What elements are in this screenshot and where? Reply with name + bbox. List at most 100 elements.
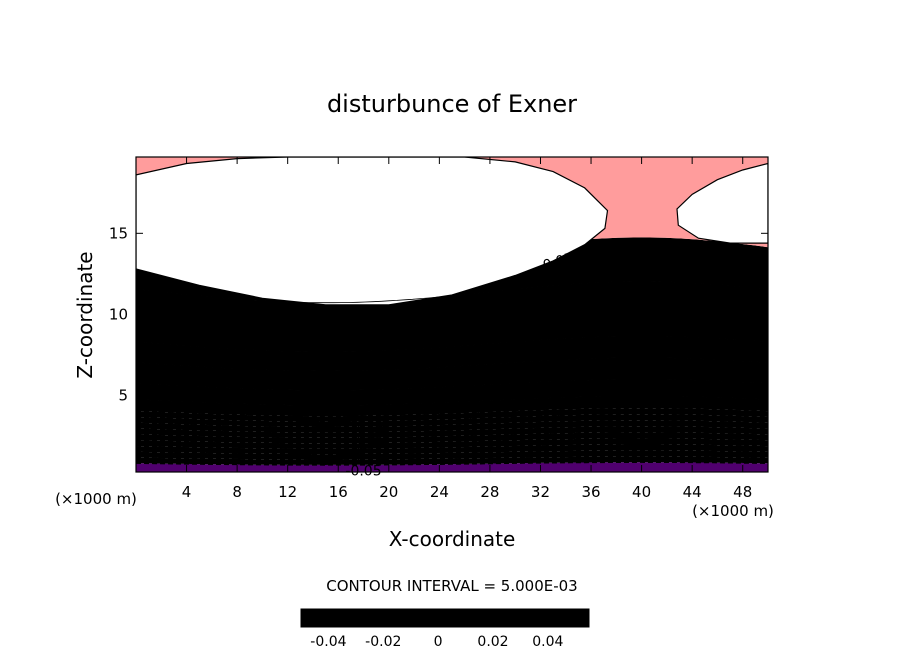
colorbar-swatch — [405, 609, 410, 627]
colorbar-tick-labels: -0.04 -0.02 0 0.02 0.04 — [310, 634, 563, 650]
contour-band — [136, 368, 768, 391]
colorbar-swatch — [557, 609, 562, 627]
colorbar-swatch — [541, 609, 546, 627]
colorbar-swatch — [561, 609, 566, 627]
colorbar-swatch — [309, 609, 314, 627]
contour-line — [136, 413, 768, 423]
chart-title: disturbunce of Exner — [327, 90, 577, 118]
colorbar-swatch — [521, 609, 526, 627]
colorbar-swatch — [333, 609, 338, 627]
contour-band — [136, 450, 768, 460]
contour-band — [136, 346, 768, 371]
colorbar-swatch — [301, 609, 306, 627]
contour-line — [136, 461, 768, 466]
contour-band — [136, 281, 768, 343]
colorbar-swatch — [497, 609, 502, 627]
contour-line — [136, 407, 768, 417]
blank-region-left — [136, 157, 609, 306]
contour-band — [136, 444, 768, 455]
colorbar-swatch — [445, 609, 450, 627]
contour-lines — [136, 280, 768, 466]
colorbar-swatch — [349, 609, 354, 627]
x-tick-label: 40 — [632, 483, 651, 501]
x-unit-left: (×1000 m) — [55, 490, 137, 508]
x-tick-label: 12 — [278, 483, 297, 501]
colorbar-swatch — [337, 609, 342, 627]
colorbar-swatch — [533, 609, 538, 627]
contour-band — [136, 336, 768, 362]
x-tick-label: 8 — [232, 483, 242, 501]
colorbar-swatch — [425, 609, 430, 627]
contour-band — [136, 426, 768, 438]
colorbar-swatch — [465, 609, 470, 627]
contour-line — [136, 367, 768, 382]
contour-label: -0.05 — [345, 463, 381, 479]
colorbar-swatch — [449, 609, 454, 627]
contour-line — [136, 431, 768, 439]
colorbar-swatch — [585, 609, 590, 627]
colorbar-swatch — [565, 609, 570, 627]
colorbar-swatch — [437, 609, 442, 627]
colorbar-swatch — [429, 609, 434, 627]
x-unit-right: (×1000 m) — [692, 502, 774, 520]
colorbar-swatch — [549, 609, 554, 627]
x-tick-label: 24 — [430, 483, 449, 501]
colorbar-swatch — [569, 609, 574, 627]
contour-band — [136, 456, 768, 465]
colorbar — [300, 608, 590, 628]
contour-label: -0.04 — [352, 450, 388, 466]
colorbar-swatch — [545, 609, 550, 627]
colorbar-swatch — [457, 609, 462, 627]
y-tick-label: 5 — [118, 387, 128, 405]
contour-line — [136, 395, 768, 406]
colorbar-tick-label: -0.02 — [365, 634, 401, 650]
x-tick-label: 44 — [683, 483, 702, 501]
colorbar-swatch — [581, 609, 586, 627]
colorbar-swatch — [373, 609, 378, 627]
colorbar-swatch — [401, 609, 406, 627]
contour-label: -0.02 — [352, 429, 388, 445]
colorbar-swatch — [369, 609, 374, 627]
x-tick-label: 4 — [182, 483, 192, 501]
colorbar-swatch — [493, 609, 498, 627]
contour-line — [136, 357, 768, 372]
contour-band — [136, 462, 768, 472]
contour-label: -0.03 — [352, 441, 388, 457]
contour-label: 0.01 — [342, 392, 373, 408]
contour-label: 0.03 — [342, 355, 373, 371]
contour-band — [136, 438, 768, 449]
colorbar-swatch — [573, 609, 578, 627]
colorbar-swatch — [513, 609, 518, 627]
contour-band — [136, 432, 768, 444]
contour-interval-text: CONTOUR INTERVAL = 5.000E-03 — [326, 577, 577, 595]
colorbar-swatch — [393, 609, 398, 627]
colorbar-swatch — [305, 609, 310, 627]
colorbar-swatch — [505, 609, 510, 627]
colorbar-swatch — [329, 609, 334, 627]
colorbar-swatch — [345, 609, 350, 627]
colorbar-swatch — [321, 609, 326, 627]
contour-line — [136, 419, 768, 428]
contour-line — [136, 346, 768, 362]
colorbar-swatch — [317, 609, 322, 627]
x-axis-ticks: 4 8 12 16 20 24 28 32 36 40 44 48 — [182, 157, 752, 501]
contour-line — [136, 378, 768, 391]
colorbar-swatch — [537, 609, 542, 627]
x-tick-label: 28 — [480, 483, 499, 501]
contour-line — [136, 449, 768, 455]
contour-band — [136, 357, 768, 381]
colorbar-swatch — [501, 609, 506, 627]
colorbar-swatch — [421, 609, 426, 627]
contour-band — [136, 402, 768, 417]
colorbar-swatch — [361, 609, 366, 627]
colorbar-swatch — [469, 609, 474, 627]
contour-band — [136, 408, 768, 422]
plot-area: 0.050.040.030.020.010.00-0.01-0.02-0.03-… — [135, 156, 769, 479]
contour-line — [136, 444, 768, 450]
colorbar-swatch — [489, 609, 494, 627]
x-axis-label: X-coordinate — [389, 527, 516, 551]
colorbar-frame — [300, 608, 590, 628]
contour-line — [136, 389, 768, 401]
contour-line — [136, 456, 768, 460]
